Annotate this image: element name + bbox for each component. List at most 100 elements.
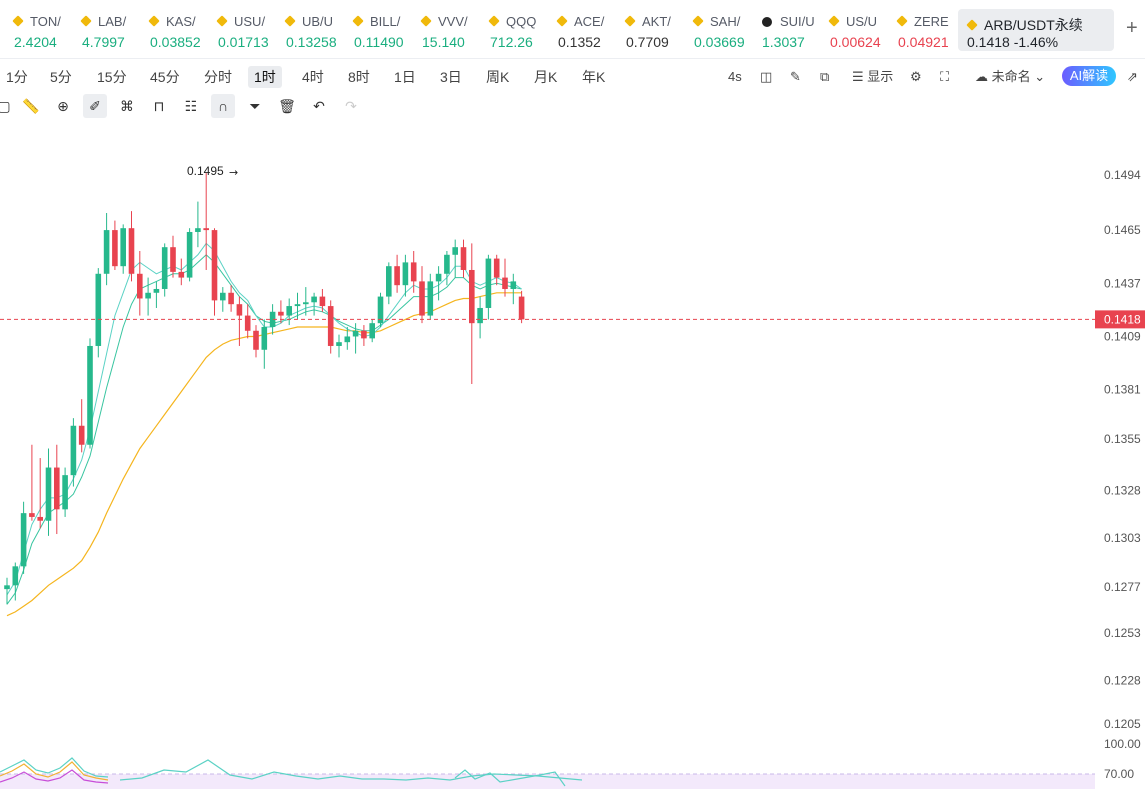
undo-icon[interactable]: ↶ (313, 98, 325, 114)
candle-body (236, 304, 243, 316)
zoom-icon[interactable]: ⊕ (57, 98, 69, 114)
candle-body (253, 330, 259, 350)
indicator-line-d (0, 761, 109, 781)
active-pair-symbol: ARB/USDT永续 (966, 15, 1083, 35)
coin-icon (828, 15, 840, 27)
interval-11[interactable]: 月K (534, 69, 558, 85)
candle-body (112, 230, 118, 267)
coin-icon (966, 19, 978, 31)
candle-body (228, 292, 234, 305)
brush-icon[interactable]: ✐ (83, 94, 107, 118)
interval-4[interactable]: 分时 (204, 69, 232, 85)
candle-body (145, 292, 151, 299)
ticker-symbol: AKT/ (624, 14, 671, 29)
ruler-icon[interactable]: 📏 (22, 98, 40, 114)
filter-icon[interactable]: ⏷ (249, 98, 261, 114)
candle-body (128, 228, 135, 274)
lock-icon[interactable]: ⊓ (153, 98, 165, 114)
pattern-icon[interactable]: ⌘ (120, 98, 134, 114)
list-icon: ☰ (852, 69, 868, 84)
magnet-icon[interactable]: ∩ (211, 94, 235, 118)
candle-body (244, 315, 251, 331)
select-icon[interactable]: ▢ (0, 98, 11, 114)
candle-body (369, 323, 375, 339)
candle-body (278, 311, 284, 316)
ticker-price: 0.1352 (558, 34, 601, 50)
candle-body (186, 231, 193, 278)
candle-body (261, 326, 268, 350)
candle-body (394, 266, 400, 286)
ticker-symbol: VVV/ (420, 14, 468, 29)
ticker-symbol: SAH/ (692, 14, 740, 29)
candle-body (402, 262, 409, 286)
fullscreen-icon[interactable]: ⛶ (940, 69, 950, 84)
candle-body (435, 273, 442, 282)
candle-body (153, 288, 160, 293)
active-pair-card[interactable]: ARB/USDT永续 0.1418 -1.46% (958, 9, 1114, 51)
drawing-toolbar: ▢ 📏 ⊕ ✐ ⌘ ⊓ ☷ ∩ ⏷ 🗑 ↶ ↷ (0, 94, 400, 122)
ticker-price: 4.7997 (82, 34, 125, 50)
candle-body (45, 467, 52, 521)
layout-name-select[interactable]: ☁ 未命名 ⌄ (975, 69, 1046, 84)
pen-icon[interactable]: ✎ (790, 69, 801, 84)
y-tick-label: 0.1381 (1104, 383, 1141, 397)
display-menu[interactable]: ☰ 显示 (852, 69, 894, 84)
interval-10[interactable]: 周K (486, 69, 510, 85)
candle-body (20, 513, 27, 567)
y-tick-label: 0.1465 (1104, 223, 1141, 237)
indicator-tick-label: 70.00 (1104, 767, 1134, 781)
edit-doc-icon[interactable]: ☷ (184, 98, 198, 114)
y-tick-label: 0.1228 (1104, 673, 1141, 687)
ticker-bar: TON/2.4204 LAB/4.7997 KAS/0.03852 USU/0.017… (0, 0, 1145, 59)
coin-icon (556, 15, 568, 27)
candle-body (452, 247, 458, 255)
candle-body (37, 516, 43, 521)
share-icon[interactable]: ⇗ (1127, 69, 1138, 84)
candle-body (493, 258, 500, 278)
settings-icon[interactable]: ⚙ (910, 69, 922, 84)
interval-12[interactable]: 年K (582, 69, 606, 85)
ticker-symbol: KAS/ (148, 14, 196, 29)
interval-8[interactable]: 1日 (394, 69, 416, 85)
cloud-icon: ☁ (975, 69, 992, 84)
ticker-price: 712.26 (490, 34, 533, 50)
interval-1[interactable]: 5分 (50, 69, 72, 85)
arrow-right-icon: → (229, 166, 238, 179)
ticker-symbol: SUI/U (762, 14, 815, 29)
ticker-price: 1.3037 (762, 34, 805, 50)
ai-analysis-button[interactable]: AI解读 (1062, 66, 1116, 86)
candle-body (510, 281, 517, 289)
coin-icon (488, 15, 500, 27)
coin-icon (80, 15, 92, 27)
coin-icon (896, 15, 908, 27)
y-tick-label: 0.1277 (1104, 580, 1141, 594)
candle-body (137, 273, 143, 299)
ticker-price: 0.00624 (830, 34, 881, 50)
interval-6[interactable]: 4时 (302, 69, 324, 85)
redo-icon[interactable]: ↷ (345, 98, 357, 114)
interval-0[interactable]: 1分 (6, 69, 28, 85)
interval-2[interactable]: 15分 (97, 69, 127, 85)
coin-icon (148, 15, 160, 27)
candle-body (460, 247, 467, 270)
add-symbol-button[interactable]: + (1126, 17, 1138, 39)
candle-body (352, 330, 359, 337)
ma-short-line (6, 242, 522, 596)
layout-icon[interactable]: ⧉ (820, 69, 830, 84)
candlestick-chart[interactable]: 0.1494 0.1465 0.1437 0.1409 0.1381 0.1355 0.13… (0, 125, 1145, 789)
candle-body (327, 306, 334, 346)
candle-body (78, 425, 85, 445)
interval-3[interactable]: 45分 (150, 69, 180, 85)
ticker-symbol: LAB/ (80, 14, 126, 29)
candle-body (344, 336, 351, 343)
coin-icon (352, 15, 364, 27)
y-tick-label: 0.1409 (1104, 329, 1141, 343)
candle-body (410, 262, 417, 282)
interval-7[interactable]: 8时 (348, 69, 370, 85)
coin-icon (420, 15, 432, 27)
candle-body (386, 266, 392, 297)
camera-icon[interactable]: ◫ (760, 69, 773, 84)
interval-5[interactable]: 1时 (248, 66, 282, 88)
interval-9[interactable]: 3日 (440, 69, 462, 85)
trash-icon[interactable]: 🗑 (278, 98, 296, 114)
